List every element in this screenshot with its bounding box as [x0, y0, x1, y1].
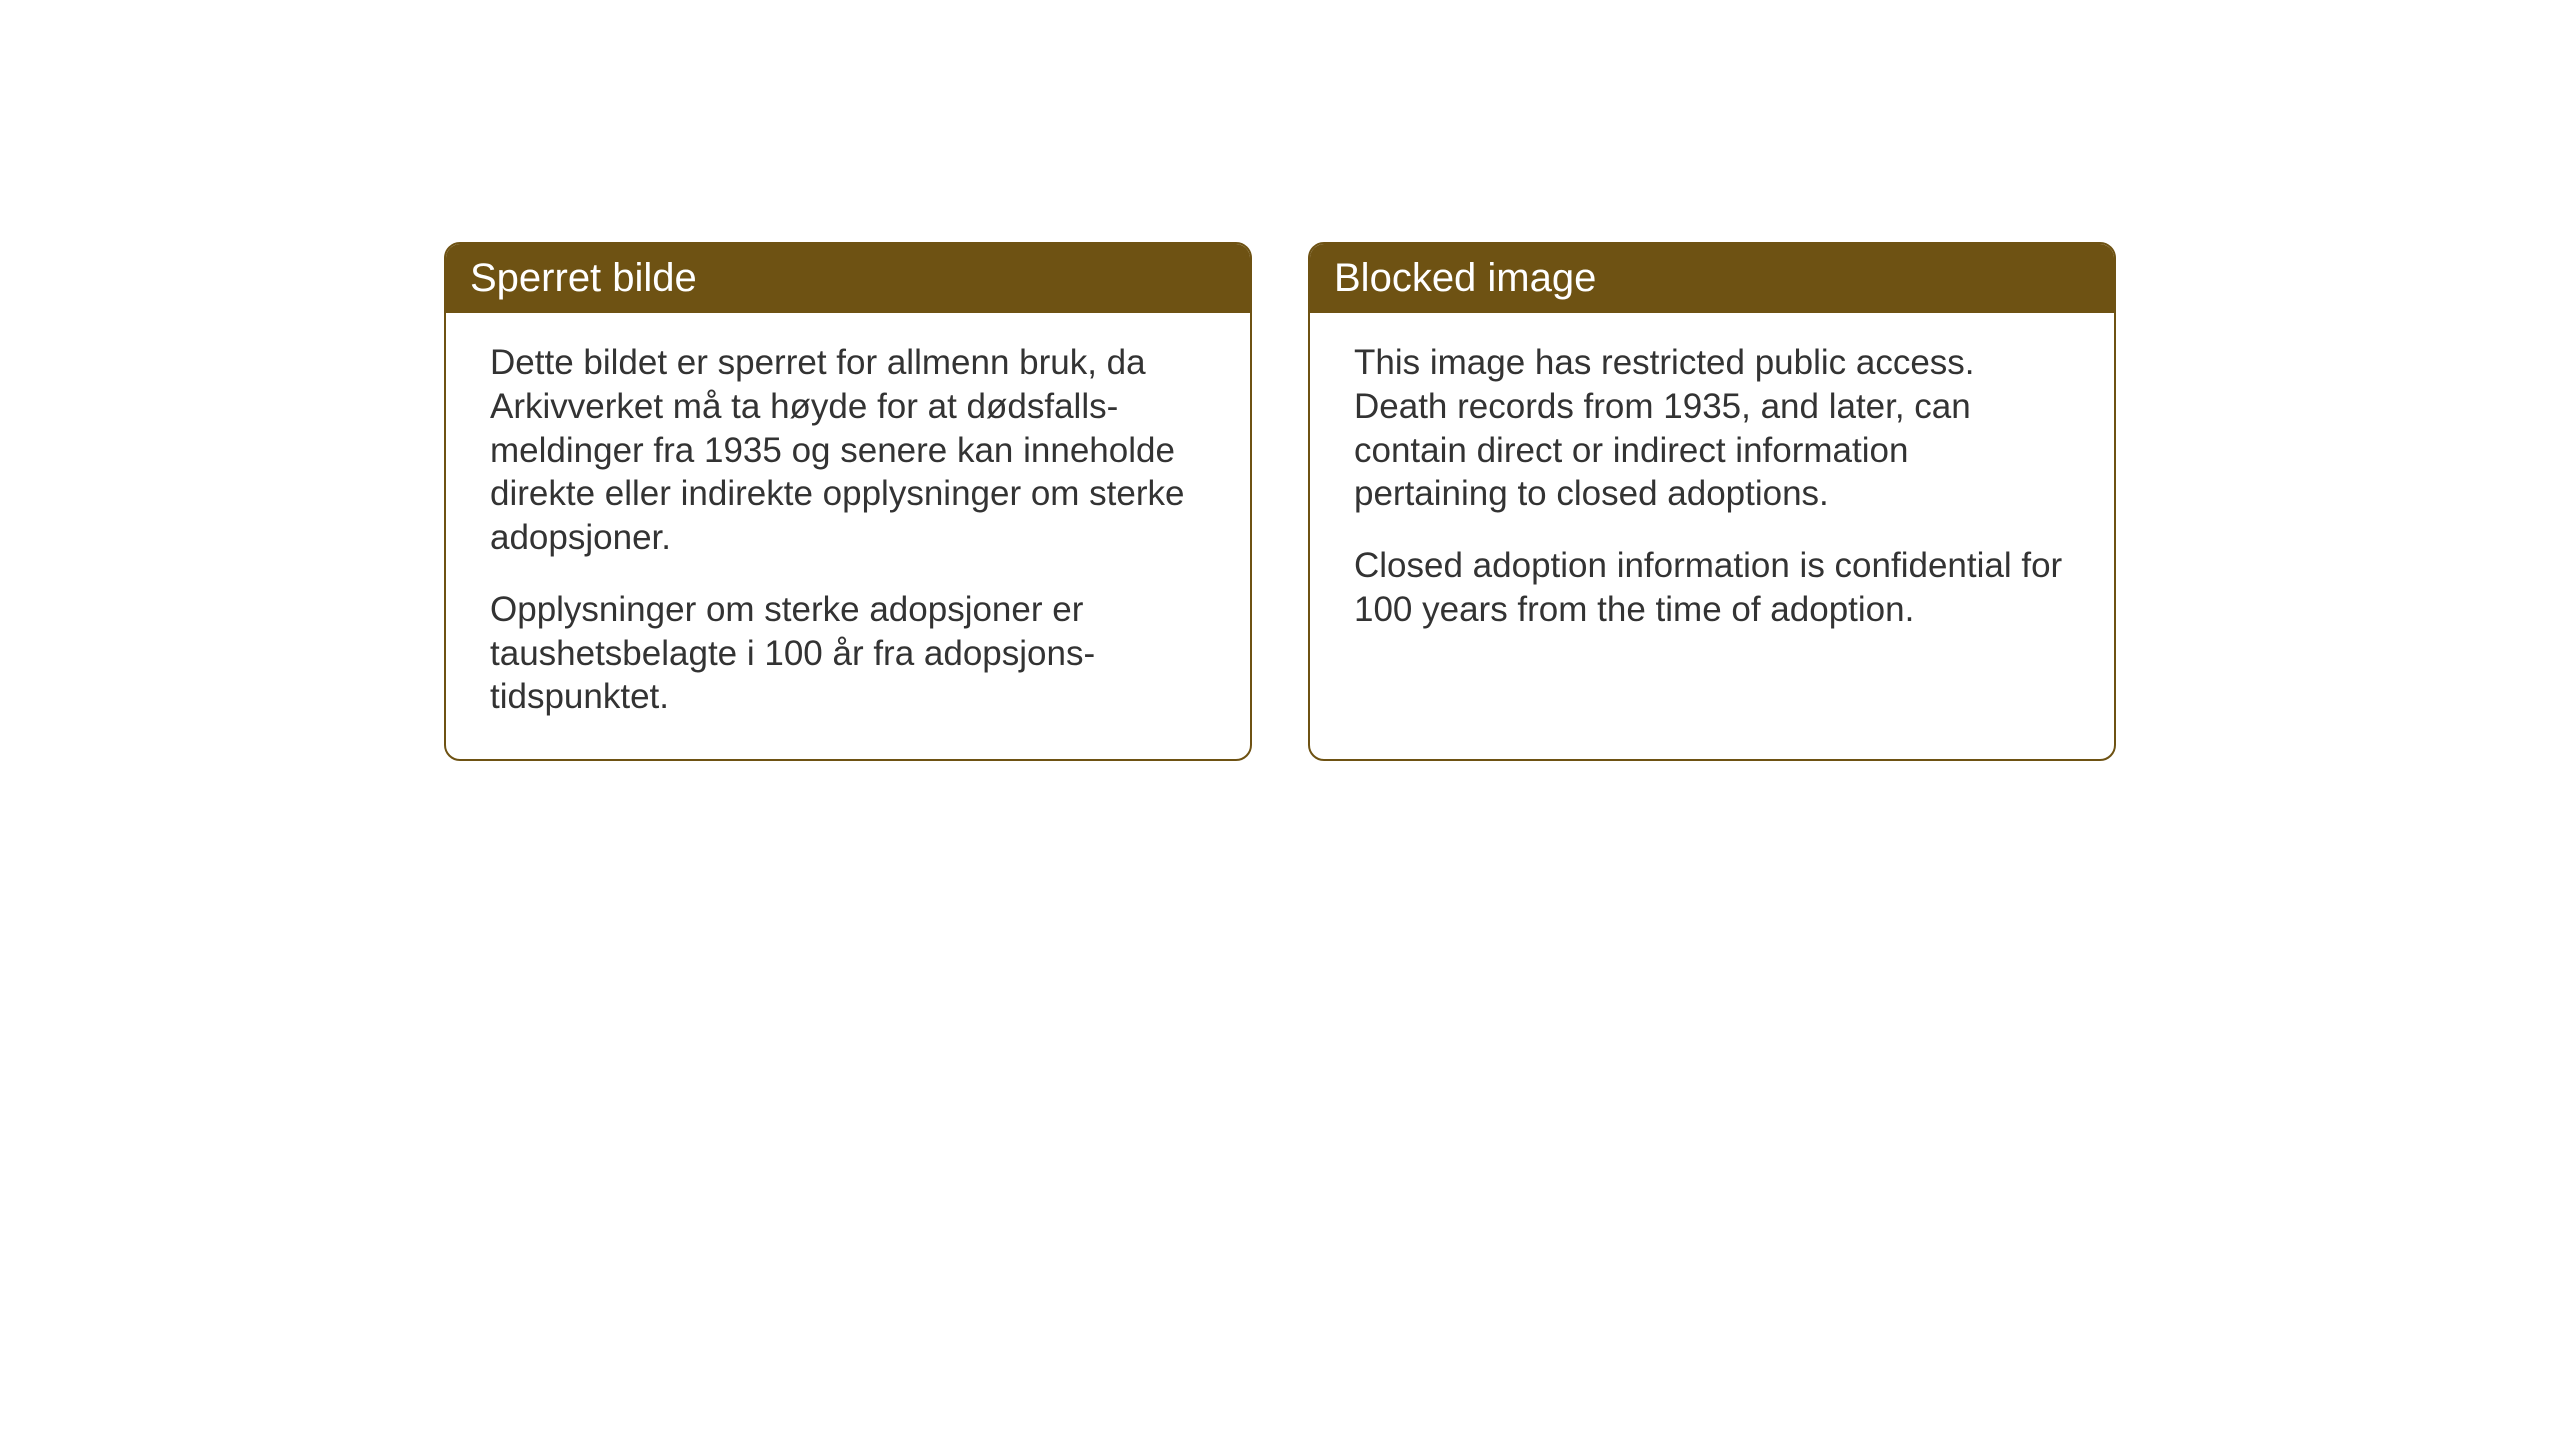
norwegian-card-body: Dette bildet er sperret for allmenn bruk…: [446, 313, 1250, 759]
english-paragraph-1: This image has restricted public access.…: [1354, 341, 2070, 516]
english-card-body: This image has restricted public access.…: [1310, 313, 2114, 740]
norwegian-paragraph-1: Dette bildet er sperret for allmenn bruk…: [490, 341, 1206, 560]
norwegian-paragraph-2: Opplysninger om sterke adopsjoner er tau…: [490, 588, 1206, 719]
english-notice-card: Blocked image This image has restricted …: [1308, 242, 2116, 761]
norwegian-notice-card: Sperret bilde Dette bildet er sperret fo…: [444, 242, 1252, 761]
notice-container: Sperret bilde Dette bildet er sperret fo…: [444, 242, 2116, 761]
english-card-title: Blocked image: [1310, 244, 2114, 313]
english-paragraph-2: Closed adoption information is confident…: [1354, 544, 2070, 632]
norwegian-card-title: Sperret bilde: [446, 244, 1250, 313]
